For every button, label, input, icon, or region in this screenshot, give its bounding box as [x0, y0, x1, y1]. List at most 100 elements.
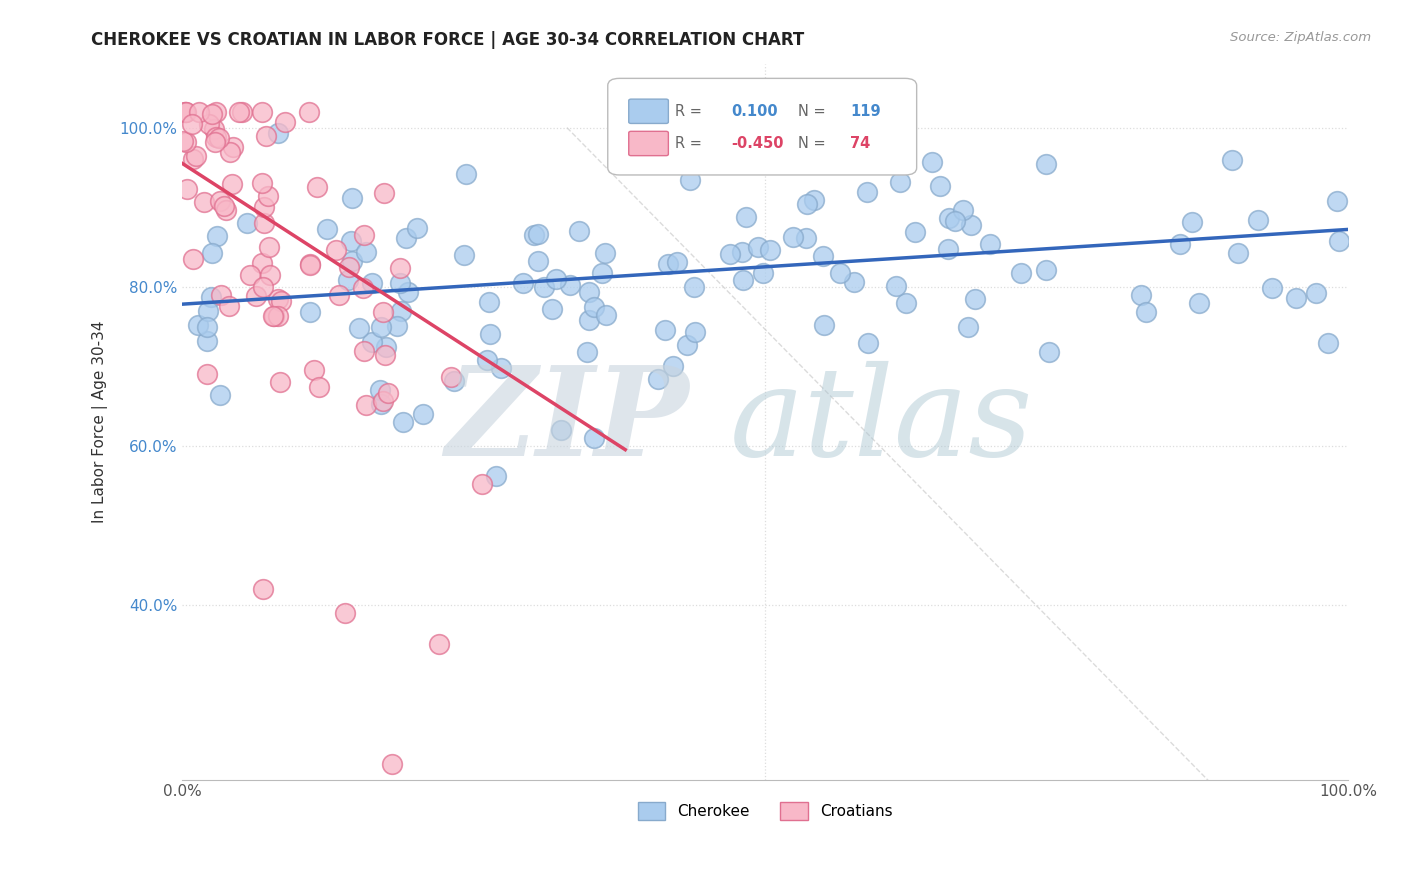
Point — [578, 313, 600, 327]
Point — [209, 288, 232, 302]
Text: R =: R = — [675, 103, 702, 119]
Point — [560, 278, 582, 293]
Point — [759, 243, 782, 257]
Point — [657, 257, 679, 271]
Point — [1326, 194, 1348, 208]
Point — [1135, 304, 1157, 318]
Point — [1317, 336, 1340, 351]
Point — [675, 338, 697, 352]
Point — [205, 104, 228, 119]
Point — [269, 375, 291, 389]
Point — [201, 246, 224, 260]
Point — [374, 348, 396, 362]
Point — [245, 289, 267, 303]
Point — [181, 152, 204, 166]
Point — [1247, 212, 1270, 227]
Point — [252, 176, 274, 190]
Point — [381, 756, 404, 771]
Point — [299, 304, 322, 318]
Point — [647, 372, 669, 386]
Point — [443, 374, 465, 388]
FancyBboxPatch shape — [628, 99, 668, 123]
Point — [1187, 295, 1209, 310]
Point — [1329, 234, 1351, 248]
Text: -0.450: -0.450 — [731, 136, 783, 151]
Point — [894, 296, 917, 310]
Point — [512, 276, 534, 290]
Point — [204, 135, 226, 149]
Point — [253, 200, 276, 214]
Point — [218, 300, 240, 314]
Point — [201, 107, 224, 121]
Y-axis label: In Labor Force | Age 30-34: In Labor Force | Age 30-34 — [93, 320, 108, 523]
Point — [1035, 262, 1057, 277]
Point — [236, 216, 259, 230]
Point — [370, 397, 392, 411]
Point — [938, 211, 960, 226]
Point — [193, 194, 215, 209]
Point — [523, 227, 546, 242]
Point — [813, 318, 835, 333]
Point — [1038, 345, 1060, 359]
Point — [263, 310, 285, 324]
Point — [375, 340, 398, 354]
Point — [959, 219, 981, 233]
Point — [952, 203, 974, 218]
Point — [1010, 266, 1032, 280]
Point — [299, 257, 322, 271]
Point — [200, 290, 222, 304]
Point — [1260, 281, 1282, 295]
Point — [221, 177, 243, 191]
Point — [440, 370, 463, 384]
Point — [250, 104, 273, 119]
Point — [803, 193, 825, 207]
Point — [371, 305, 394, 319]
Point — [595, 308, 617, 322]
Point — [205, 229, 228, 244]
Point — [453, 248, 475, 262]
Point — [484, 469, 506, 483]
Point — [373, 186, 395, 200]
Point — [391, 303, 413, 318]
Point — [752, 266, 775, 280]
Point — [299, 258, 322, 272]
Point — [550, 423, 572, 437]
Point — [174, 104, 197, 119]
Point — [682, 279, 704, 293]
Point — [733, 273, 755, 287]
Point — [340, 234, 363, 248]
Point — [928, 178, 950, 193]
Point — [174, 135, 197, 149]
Point — [1035, 157, 1057, 171]
Point — [361, 276, 384, 290]
Point — [186, 149, 208, 163]
Point — [582, 300, 605, 314]
Point — [259, 240, 281, 254]
Point — [1285, 291, 1308, 305]
Point — [454, 167, 477, 181]
Point — [267, 310, 290, 324]
Point — [718, 247, 741, 261]
Point — [325, 243, 347, 257]
Point — [582, 431, 605, 445]
Point — [405, 220, 427, 235]
Point — [794, 231, 817, 245]
Text: N =: N = — [797, 103, 825, 119]
Point — [305, 180, 328, 194]
Point — [222, 140, 245, 154]
Point — [195, 320, 218, 334]
Point — [259, 268, 281, 283]
Point — [198, 117, 221, 131]
Point — [353, 343, 375, 358]
Point — [578, 285, 600, 300]
Point — [1226, 246, 1249, 260]
Point — [683, 325, 706, 339]
Point — [731, 245, 754, 260]
Point — [1129, 288, 1152, 302]
Point — [389, 276, 412, 290]
Point — [479, 326, 502, 341]
Point — [471, 477, 494, 491]
Point — [354, 398, 377, 412]
Point — [546, 272, 568, 286]
Point — [257, 189, 280, 203]
